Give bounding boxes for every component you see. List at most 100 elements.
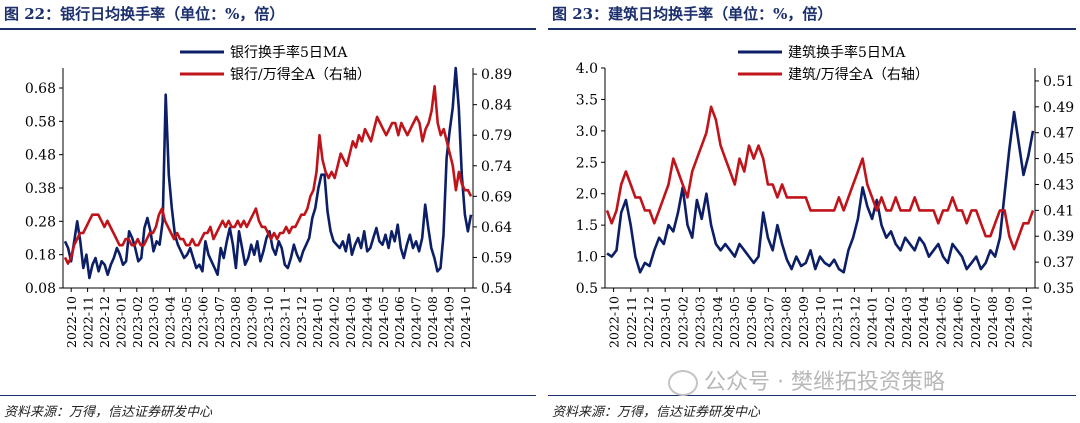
- right-y-tick-label: 0.41: [1043, 203, 1074, 219]
- x-tick-label: 2024-04: [359, 296, 374, 348]
- x-tick-label: 2023-07: [761, 296, 776, 348]
- left-y-tick-label: 0.68: [25, 81, 56, 97]
- left-y-tick-label: 0.38: [25, 181, 56, 197]
- right-y-tick-label: 0.45: [1043, 152, 1074, 168]
- left-y-tick-label: 0.18: [25, 248, 56, 264]
- watermark-text: 公众号 · 樊继拓投资策略: [704, 370, 945, 395]
- x-tick-label: 2024-02: [882, 296, 897, 348]
- left-y-tick-label: 0.5: [576, 281, 598, 297]
- x-tick-label: 2023-01: [113, 296, 128, 348]
- right-source-rule: [548, 395, 1076, 396]
- left-y-tick-label: 4.0: [576, 61, 598, 77]
- x-tick-label: 2023-06: [195, 296, 210, 348]
- x-tick-label: 2023-05: [179, 296, 194, 348]
- left-source-rule: [0, 395, 536, 396]
- x-tick-label: 2024-06: [951, 296, 966, 348]
- right-y-tick-label: 0.84: [481, 98, 512, 114]
- left-y-tick-label: 3.5: [576, 92, 598, 108]
- right-y-tick-label: 0.43: [1043, 177, 1074, 193]
- left-y-tick-label: 1.0: [576, 250, 598, 266]
- x-tick-label: 2023-11: [277, 296, 292, 348]
- series-line-0: [606, 110, 1035, 274]
- left-y-tick-label: 2.0: [576, 187, 598, 203]
- x-tick-label: 2023-04: [710, 296, 725, 348]
- x-tick-label: 2022-11: [624, 296, 639, 348]
- right-y-tick-label: 0.47: [1043, 126, 1074, 142]
- legend-label-0: 建筑换手率5日MA: [788, 44, 906, 61]
- right-y-tick-label: 0.89: [481, 67, 512, 83]
- right-y-tick-label: 0.39: [1043, 229, 1074, 245]
- right-y-tick-label: 0.74: [481, 159, 512, 175]
- right-source-note: 资料来源：万得，信达证券研发中心: [552, 405, 761, 420]
- x-tick-label: 2023-02: [130, 296, 145, 348]
- x-tick-label: 2023-11: [830, 296, 845, 348]
- x-tick-label: 2022-10: [607, 296, 622, 348]
- x-tick-label: 2024-10: [458, 296, 473, 348]
- x-tick-label: 2023-10: [261, 296, 276, 348]
- x-tick-label: 2023-04: [163, 296, 178, 348]
- right-y-tick-label: 0.54: [481, 281, 512, 297]
- left-y-tick-label: 0.58: [25, 114, 56, 130]
- right-y-tick-label: 0.49: [1043, 100, 1074, 116]
- series-line-1: [63, 84, 473, 265]
- x-tick-label: 2023-10: [813, 296, 828, 348]
- x-tick-label: 2024-03: [343, 296, 358, 348]
- left-y-tick-label: 0.48: [25, 148, 56, 164]
- x-tick-label: 2024-08: [425, 296, 440, 348]
- left-y-tick-label: 0.28: [25, 214, 56, 230]
- x-tick-label: 2023-08: [228, 296, 243, 348]
- x-tick-label: 2023-12: [847, 296, 862, 348]
- x-tick-label: 2023-03: [693, 296, 708, 348]
- x-tick-label: 2023-12: [294, 296, 309, 348]
- left-figure-title: 图 22：银行日均换手率（单位：%，倍）: [4, 5, 285, 23]
- left-line-chart: 0.08 0.18 0.28 0.38 0.48 0.58 0.68 0.54 0.59 0.64…: [25, 44, 512, 348]
- x-tick-label: 2024-04: [916, 296, 931, 348]
- right-y-tick-label: 0.64: [481, 220, 512, 236]
- x-tick-label: 2023-06: [744, 296, 759, 348]
- x-tick-label: 2022-11: [81, 296, 96, 348]
- left-y-tick-label: 1.5: [576, 218, 598, 234]
- wechat-icon: [668, 370, 698, 396]
- watermark: 公众号 · 樊继拓投资策略: [668, 364, 945, 396]
- x-tick-label: 2024-09: [441, 296, 456, 348]
- x-tick-label: 2024-01: [865, 296, 880, 348]
- x-tick-label: 2024-06: [392, 296, 407, 348]
- x-tick-label: 2023-05: [727, 296, 742, 348]
- left-y-tick-label: 0.08: [25, 281, 56, 297]
- left-title-rule: [0, 28, 536, 30]
- x-tick-label: 2024-03: [899, 296, 914, 348]
- right-y-tick-label: 0.51: [1043, 74, 1074, 90]
- x-tick-label: 2024-02: [327, 296, 342, 348]
- x-tick-label: 2023-09: [796, 296, 811, 348]
- x-tick-label: 2023-07: [212, 296, 227, 348]
- x-tick-label: 2024-05: [376, 296, 391, 348]
- left-chart-panel: 图 22：银行日均换手率（单位：%，倍） 0.08 0.18 0.28 0.38 0.4…: [0, 5, 536, 420]
- legend-label-1: 银行/万得全A（右轴）: [230, 66, 371, 83]
- right-y-tick-label: 0.79: [481, 128, 512, 144]
- x-tick-label: 2024-09: [1002, 296, 1017, 348]
- x-tick-label: 2023-01: [658, 296, 673, 348]
- x-tick-label: 2024-07: [409, 296, 424, 348]
- legend-label-0: 银行换手率5日MA: [230, 44, 348, 61]
- x-tick-label: 2023-08: [779, 296, 794, 348]
- x-tick-label: 2024-08: [985, 296, 1000, 348]
- x-tick-label: 2022-12: [97, 296, 112, 348]
- series-line-0: [63, 66, 473, 280]
- right-title-rule: [548, 28, 1076, 30]
- x-tick-label: 2023-09: [245, 296, 260, 348]
- right-chart-panel: 图 23：建筑日均换手率（单位：%，倍） 0.5 1.0 1.5 2.0 2.5 3.0 3…: [548, 0, 1080, 423]
- right-y-tick-label: 0.59: [481, 250, 512, 266]
- x-tick-label: 2023-02: [675, 296, 690, 348]
- x-tick-label: 2024-01: [310, 296, 325, 348]
- left-y-tick-label: 3.0: [576, 124, 598, 140]
- right-y-tick-label: 0.35: [1043, 281, 1074, 297]
- x-tick-label: 2022-12: [641, 296, 656, 348]
- right-line-chart: 0.5 1.0 1.5 2.0 2.5 3.0 3.5 4.0 0.35 0.37 0.39 0.41…: [576, 44, 1074, 348]
- right-figure-title: 图 23：建筑日均换手率（单位：%，倍）: [552, 5, 833, 23]
- x-tick-label: 2023-03: [146, 296, 161, 348]
- right-y-tick-label: 0.37: [1043, 255, 1074, 271]
- x-tick-label: 2022-10: [64, 296, 79, 348]
- right-y-tick-label: 0.69: [481, 189, 512, 205]
- x-tick-label: 2024-05: [933, 296, 948, 348]
- series-line-1: [605, 105, 1035, 251]
